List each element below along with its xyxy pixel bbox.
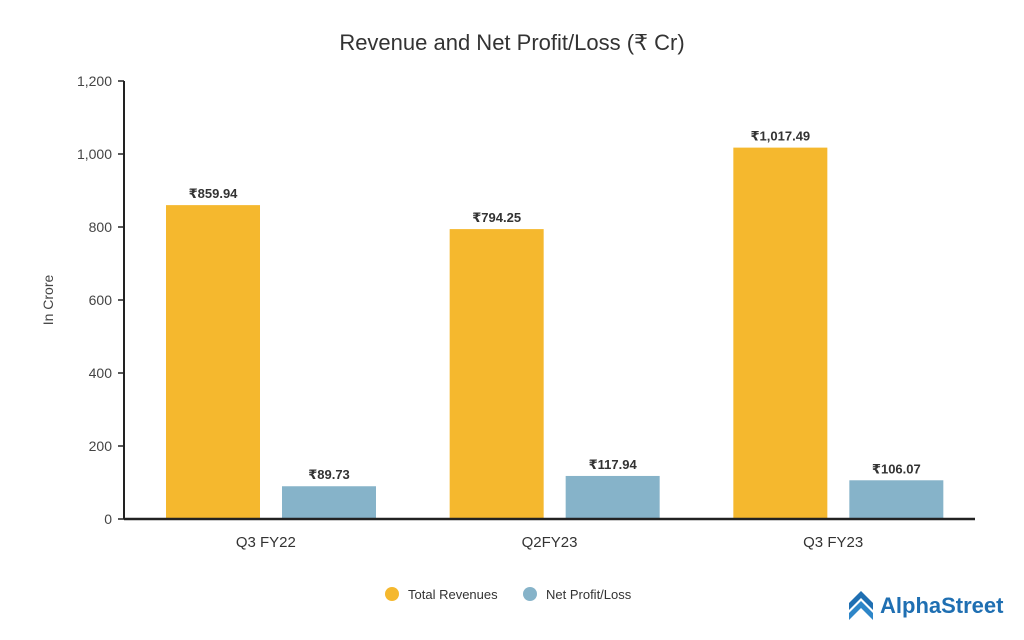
profit-data-label: ₹117.94 — [589, 457, 638, 472]
brand-logo: AlphaStreet — [849, 591, 1004, 620]
profit-bar — [282, 486, 376, 519]
y-tick-label: 1,200 — [77, 73, 112, 89]
revenue-data-label: ₹794.25 — [472, 210, 521, 225]
y-tick-label: 400 — [89, 365, 113, 381]
legend-profit-label: Net Profit/Loss — [546, 587, 632, 602]
x-category-label: Q2FY23 — [522, 534, 578, 551]
revenue-data-label: ₹1,017.49 — [751, 129, 811, 144]
y-tick-label: 0 — [104, 511, 112, 527]
revenue-bar — [449, 229, 544, 519]
brand-name: AlphaStreet — [880, 593, 1004, 618]
y-tick-label: 200 — [89, 438, 113, 454]
legend-profit-marker — [523, 587, 537, 601]
legend-revenue-label: Total Revenues — [408, 587, 498, 602]
y-axis-label: In Crore — [40, 275, 56, 326]
x-category-label: Q3 FY22 — [236, 534, 296, 551]
revenue-bar — [166, 205, 260, 520]
y-tick-label: 800 — [89, 219, 113, 235]
revenue-bar — [733, 147, 828, 519]
chart-title: Revenue and Net Profit/Loss (₹ Cr) — [339, 30, 684, 55]
y-tick-label: 600 — [89, 292, 113, 308]
profit-bar — [849, 480, 944, 519]
alphastreet-logo-icon — [849, 591, 873, 620]
revenue-data-label: ₹859.94 — [189, 186, 239, 201]
profit-bar — [565, 475, 660, 519]
x-category-label: Q3 FY23 — [803, 534, 863, 551]
legend-revenue-marker — [385, 587, 399, 601]
plot-area: 0 200 400 600 800 1,000 1,200 ₹859.94 ₹89.73 Q3 F… — [77, 73, 975, 551]
profit-data-label: ₹106.07 — [872, 461, 921, 476]
profit-data-label: ₹89.73 — [308, 467, 350, 482]
legend: Total Revenues Net Profit/Loss — [385, 587, 632, 602]
y-tick-label: 1,000 — [77, 146, 112, 162]
